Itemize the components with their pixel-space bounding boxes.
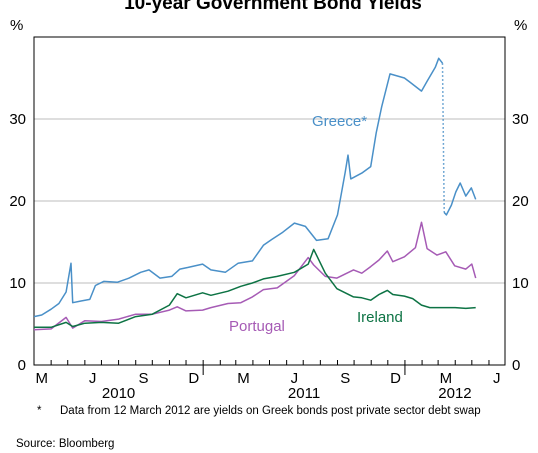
x-month-label: J bbox=[493, 370, 501, 387]
greece-label: Greece* bbox=[312, 113, 367, 130]
y-axis-ticks: 0 0 10 10 20 20 30 30 bbox=[9, 111, 528, 374]
series-line-greece-2 bbox=[443, 182, 477, 216]
series-lines bbox=[33, 57, 477, 331]
x-month-label: M bbox=[440, 370, 453, 387]
series-line-ireland-4 bbox=[34, 248, 476, 329]
chart-title: 10-year Government Bond Yields bbox=[124, 0, 422, 14]
y-tick-left-10: 10 bbox=[9, 275, 26, 292]
source-note: Source: Bloomberg bbox=[16, 438, 115, 450]
x-year-label: 2010 bbox=[102, 385, 135, 400]
y-tick-right-20: 20 bbox=[512, 193, 529, 210]
y-unit-left: % bbox=[10, 17, 23, 34]
x-axis-ticks: M J S D M J S D M J 2010 2011 2012 bbox=[33, 360, 501, 400]
x-month-label: M bbox=[35, 370, 48, 387]
y-tick-right-0: 0 bbox=[512, 357, 520, 374]
x-year-label: 2012 bbox=[438, 385, 471, 400]
footnote-text: Data from 12 March 2012 are yields on Gr… bbox=[60, 405, 481, 417]
x-year-label: 2011 bbox=[288, 385, 320, 400]
x-month-label: J bbox=[291, 370, 299, 387]
portugal-label: Portugal bbox=[229, 318, 285, 335]
y-tick-left-20: 20 bbox=[9, 193, 26, 210]
x-month-label: D bbox=[390, 370, 401, 387]
y-tick-left-0: 0 bbox=[18, 357, 26, 374]
x-month-label: M bbox=[237, 370, 250, 387]
x-month-label: J bbox=[89, 370, 97, 387]
ireland-label: Ireland bbox=[357, 309, 403, 326]
x-month-label: S bbox=[138, 370, 148, 387]
y-tick-right-30: 30 bbox=[512, 111, 529, 128]
y-unit-right: % bbox=[514, 17, 527, 34]
y-tick-left-30: 30 bbox=[9, 111, 26, 128]
x-month-label: S bbox=[340, 370, 350, 387]
series-line-portugal-3 bbox=[33, 221, 477, 331]
bond-yields-chart: 10-year Government Bond Yields % % 0 0 10 1… bbox=[9, 0, 528, 400]
series-line-greece-0 bbox=[33, 57, 444, 318]
y-tick-right-10: 10 bbox=[512, 275, 529, 292]
footnote-mark: * bbox=[37, 405, 42, 417]
x-month-label: D bbox=[188, 370, 199, 387]
series-line-greece-swap-1 bbox=[441, 63, 445, 213]
grid-lines bbox=[34, 118, 505, 284]
